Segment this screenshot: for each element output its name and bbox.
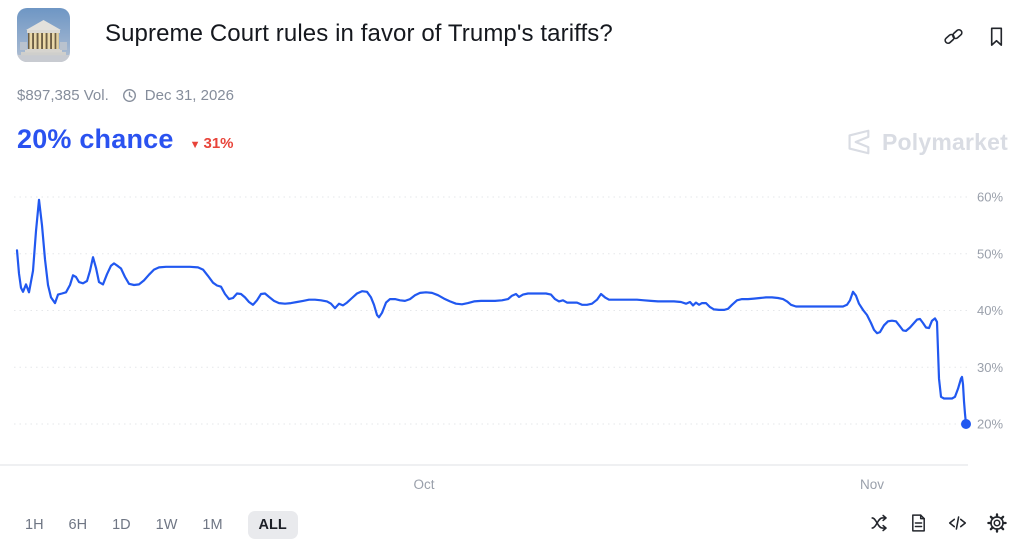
range-1m-button[interactable]: 1M (202, 517, 223, 533)
polymarket-wordmark: Polymarket (881, 128, 1008, 155)
clock-icon (121, 87, 138, 104)
x-tick-label: Oct (413, 477, 434, 492)
y-tick-label: 20% (977, 417, 1003, 432)
down-triangle-icon: ▼ (189, 139, 201, 151)
y-tick-label: 30% (977, 360, 1003, 375)
range-6h-button[interactable]: 6H (68, 517, 88, 533)
polymarket-logo-icon (848, 129, 870, 155)
y-tick-label: 40% (977, 303, 1003, 318)
price-change-value: 31% (203, 135, 234, 152)
time-range-selector: 1H 6H 1D 1W 1M ALL (25, 511, 298, 539)
range-1h-button[interactable]: 1H (25, 517, 44, 533)
last-price-dot (961, 419, 971, 429)
price-change-badge: ▼ 31% (190, 135, 234, 152)
settings-button[interactable] (986, 512, 1008, 534)
bookmark-icon (990, 27, 1003, 46)
shuffle-icon (871, 514, 887, 532)
embed-button[interactable] (946, 512, 969, 534)
code-icon (948, 516, 967, 530)
price-row: 20% chance ▼ 31% (17, 124, 234, 155)
bookmark-button[interactable] (985, 24, 1008, 49)
document-icon (912, 514, 925, 532)
settings-icon (987, 513, 1007, 533)
polymarket-watermark: Polymarket (843, 127, 1008, 157)
activity-log-button[interactable] (908, 512, 929, 534)
range-1d-button[interactable]: 1D (112, 517, 131, 533)
chart-toolbar (869, 512, 1008, 534)
x-tick-label: Nov (860, 477, 884, 492)
market-icon (17, 8, 70, 62)
market-title: Supreme Court rules in favor of Trump's … (105, 20, 613, 47)
y-tick-label: 60% (977, 190, 1003, 205)
chance-value: 20% chance (17, 124, 174, 154)
header-actions (942, 24, 1008, 49)
y-tick-label: 50% (977, 246, 1003, 261)
range-1w-button[interactable]: 1W (155, 517, 178, 533)
market-meta: $897,385 Vol. Dec 31, 2026 (17, 87, 234, 104)
supreme-court-image (17, 8, 70, 62)
shuffle-button[interactable] (869, 512, 891, 534)
volume-label: $897,385 Vol. (17, 87, 109, 104)
price-line (15, 198, 968, 426)
range-all-button[interactable]: ALL (247, 511, 298, 539)
end-date-label: Dec 31, 2026 (144, 87, 234, 104)
copy-link-button[interactable] (942, 24, 965, 49)
link-icon (944, 28, 963, 45)
